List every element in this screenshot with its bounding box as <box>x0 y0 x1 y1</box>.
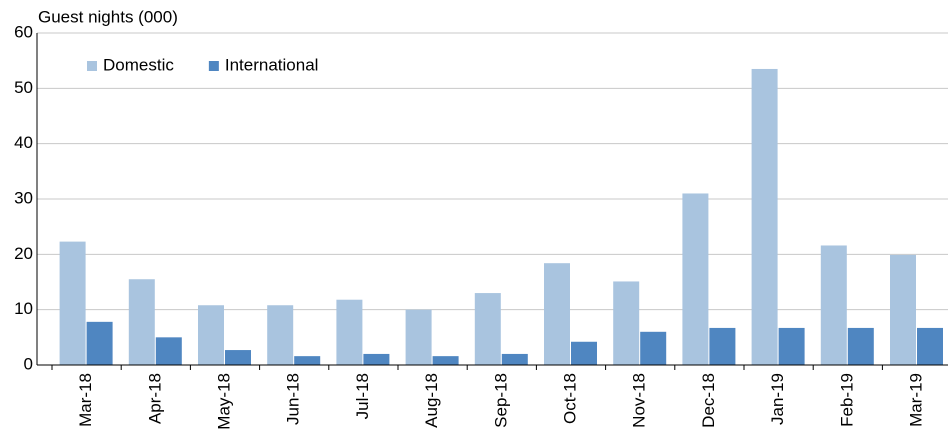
x-tick-label: Jul-18 <box>353 373 372 419</box>
bar <box>474 293 501 365</box>
bar <box>363 353 390 365</box>
x-tick-label: Mar-18 <box>76 373 95 427</box>
x-tick-label: Sep-18 <box>491 373 510 428</box>
x-tick-label: Oct-18 <box>560 373 579 424</box>
bar <box>198 305 224 365</box>
bar <box>640 331 667 365</box>
x-tick-label: Dec-18 <box>699 373 718 428</box>
bar <box>571 341 597 365</box>
bar <box>267 305 294 365</box>
bar <box>751 68 778 365</box>
chart-title: Guest nights (000) <box>38 7 178 26</box>
x-tick-label: Jan-19 <box>768 373 787 425</box>
y-tick-label: 50 <box>14 78 33 97</box>
bar <box>709 327 736 365</box>
x-tick-label: Apr-18 <box>145 373 164 424</box>
x-tick-label: Jun-18 <box>284 373 303 425</box>
bar <box>225 350 251 365</box>
x-tick-label: Feb-19 <box>837 373 856 427</box>
bar <box>59 241 86 365</box>
y-tick-label: 60 <box>14 22 33 41</box>
x-tick-label: Aug-18 <box>422 373 441 428</box>
legend-swatch <box>87 61 97 71</box>
y-tick-label: 20 <box>14 244 33 263</box>
bar <box>778 327 805 365</box>
legend-label: International <box>225 55 319 74</box>
y-tick-label: 30 <box>14 188 33 207</box>
x-tick-label: Mar-19 <box>906 373 925 427</box>
bar <box>405 309 432 365</box>
y-tick-label: 40 <box>14 133 33 152</box>
y-tick-label: 0 <box>24 354 33 373</box>
bar <box>336 299 363 365</box>
x-tick-label: Nov-18 <box>630 373 649 428</box>
bar <box>917 327 943 365</box>
legend-label: Domestic <box>103 55 174 74</box>
bar <box>847 327 874 365</box>
bar <box>86 321 113 365</box>
x-tick-label: May-18 <box>214 373 233 430</box>
bar <box>890 254 916 365</box>
bar <box>682 193 709 365</box>
bar <box>294 356 321 365</box>
bar <box>432 356 459 365</box>
legend-swatch <box>208 61 219 71</box>
y-tick-label: 10 <box>14 299 33 318</box>
bar <box>501 353 528 365</box>
bar <box>155 337 182 365</box>
bar <box>544 263 570 365</box>
bar <box>128 279 155 365</box>
bar <box>820 245 847 365</box>
bar <box>613 281 640 365</box>
